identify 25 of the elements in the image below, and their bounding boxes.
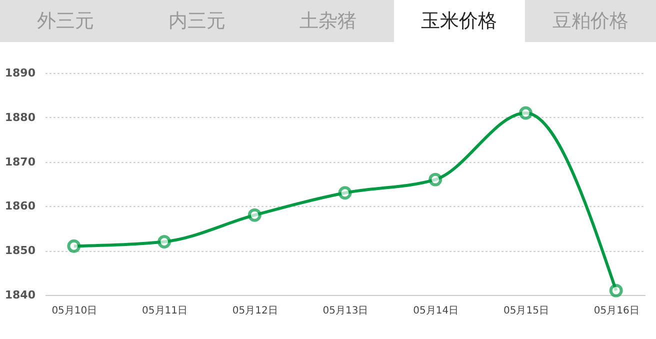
x-tick-label: 05月10日 [52, 306, 98, 316]
x-tick-label: 05月16日 [594, 306, 640, 316]
text: 外三元 [0, 0, 132, 42]
point [67, 239, 81, 253]
text: 内三元 [131, 0, 262, 42]
x-tick-label: 05月14日 [413, 306, 459, 316]
chart-title: 玉米价格 [394, 0, 525, 42]
point [428, 172, 442, 186]
point [158, 234, 172, 248]
text: 土杂猪 [262, 0, 394, 42]
x-tick-label: 05月13日 [322, 306, 368, 316]
y-tick-label: 1850 [4, 244, 36, 258]
x-tick-label: 05月11日 [142, 306, 188, 316]
y-tick-label: 1870 [4, 155, 36, 168]
y-tick-label: 1840 [4, 288, 36, 302]
point [248, 208, 262, 222]
point [518, 106, 532, 120]
point [338, 186, 352, 200]
x-tick-label: 05月15日 [503, 306, 549, 316]
y-tick-label: 1890 [4, 66, 36, 80]
text: 豆粕价格 [524, 0, 656, 42]
point [609, 284, 623, 298]
y-tick-label: 1880 [4, 110, 36, 124]
y-tick-label: 1860 [4, 200, 36, 213]
x-tick-label: 05月12日 [232, 306, 278, 316]
